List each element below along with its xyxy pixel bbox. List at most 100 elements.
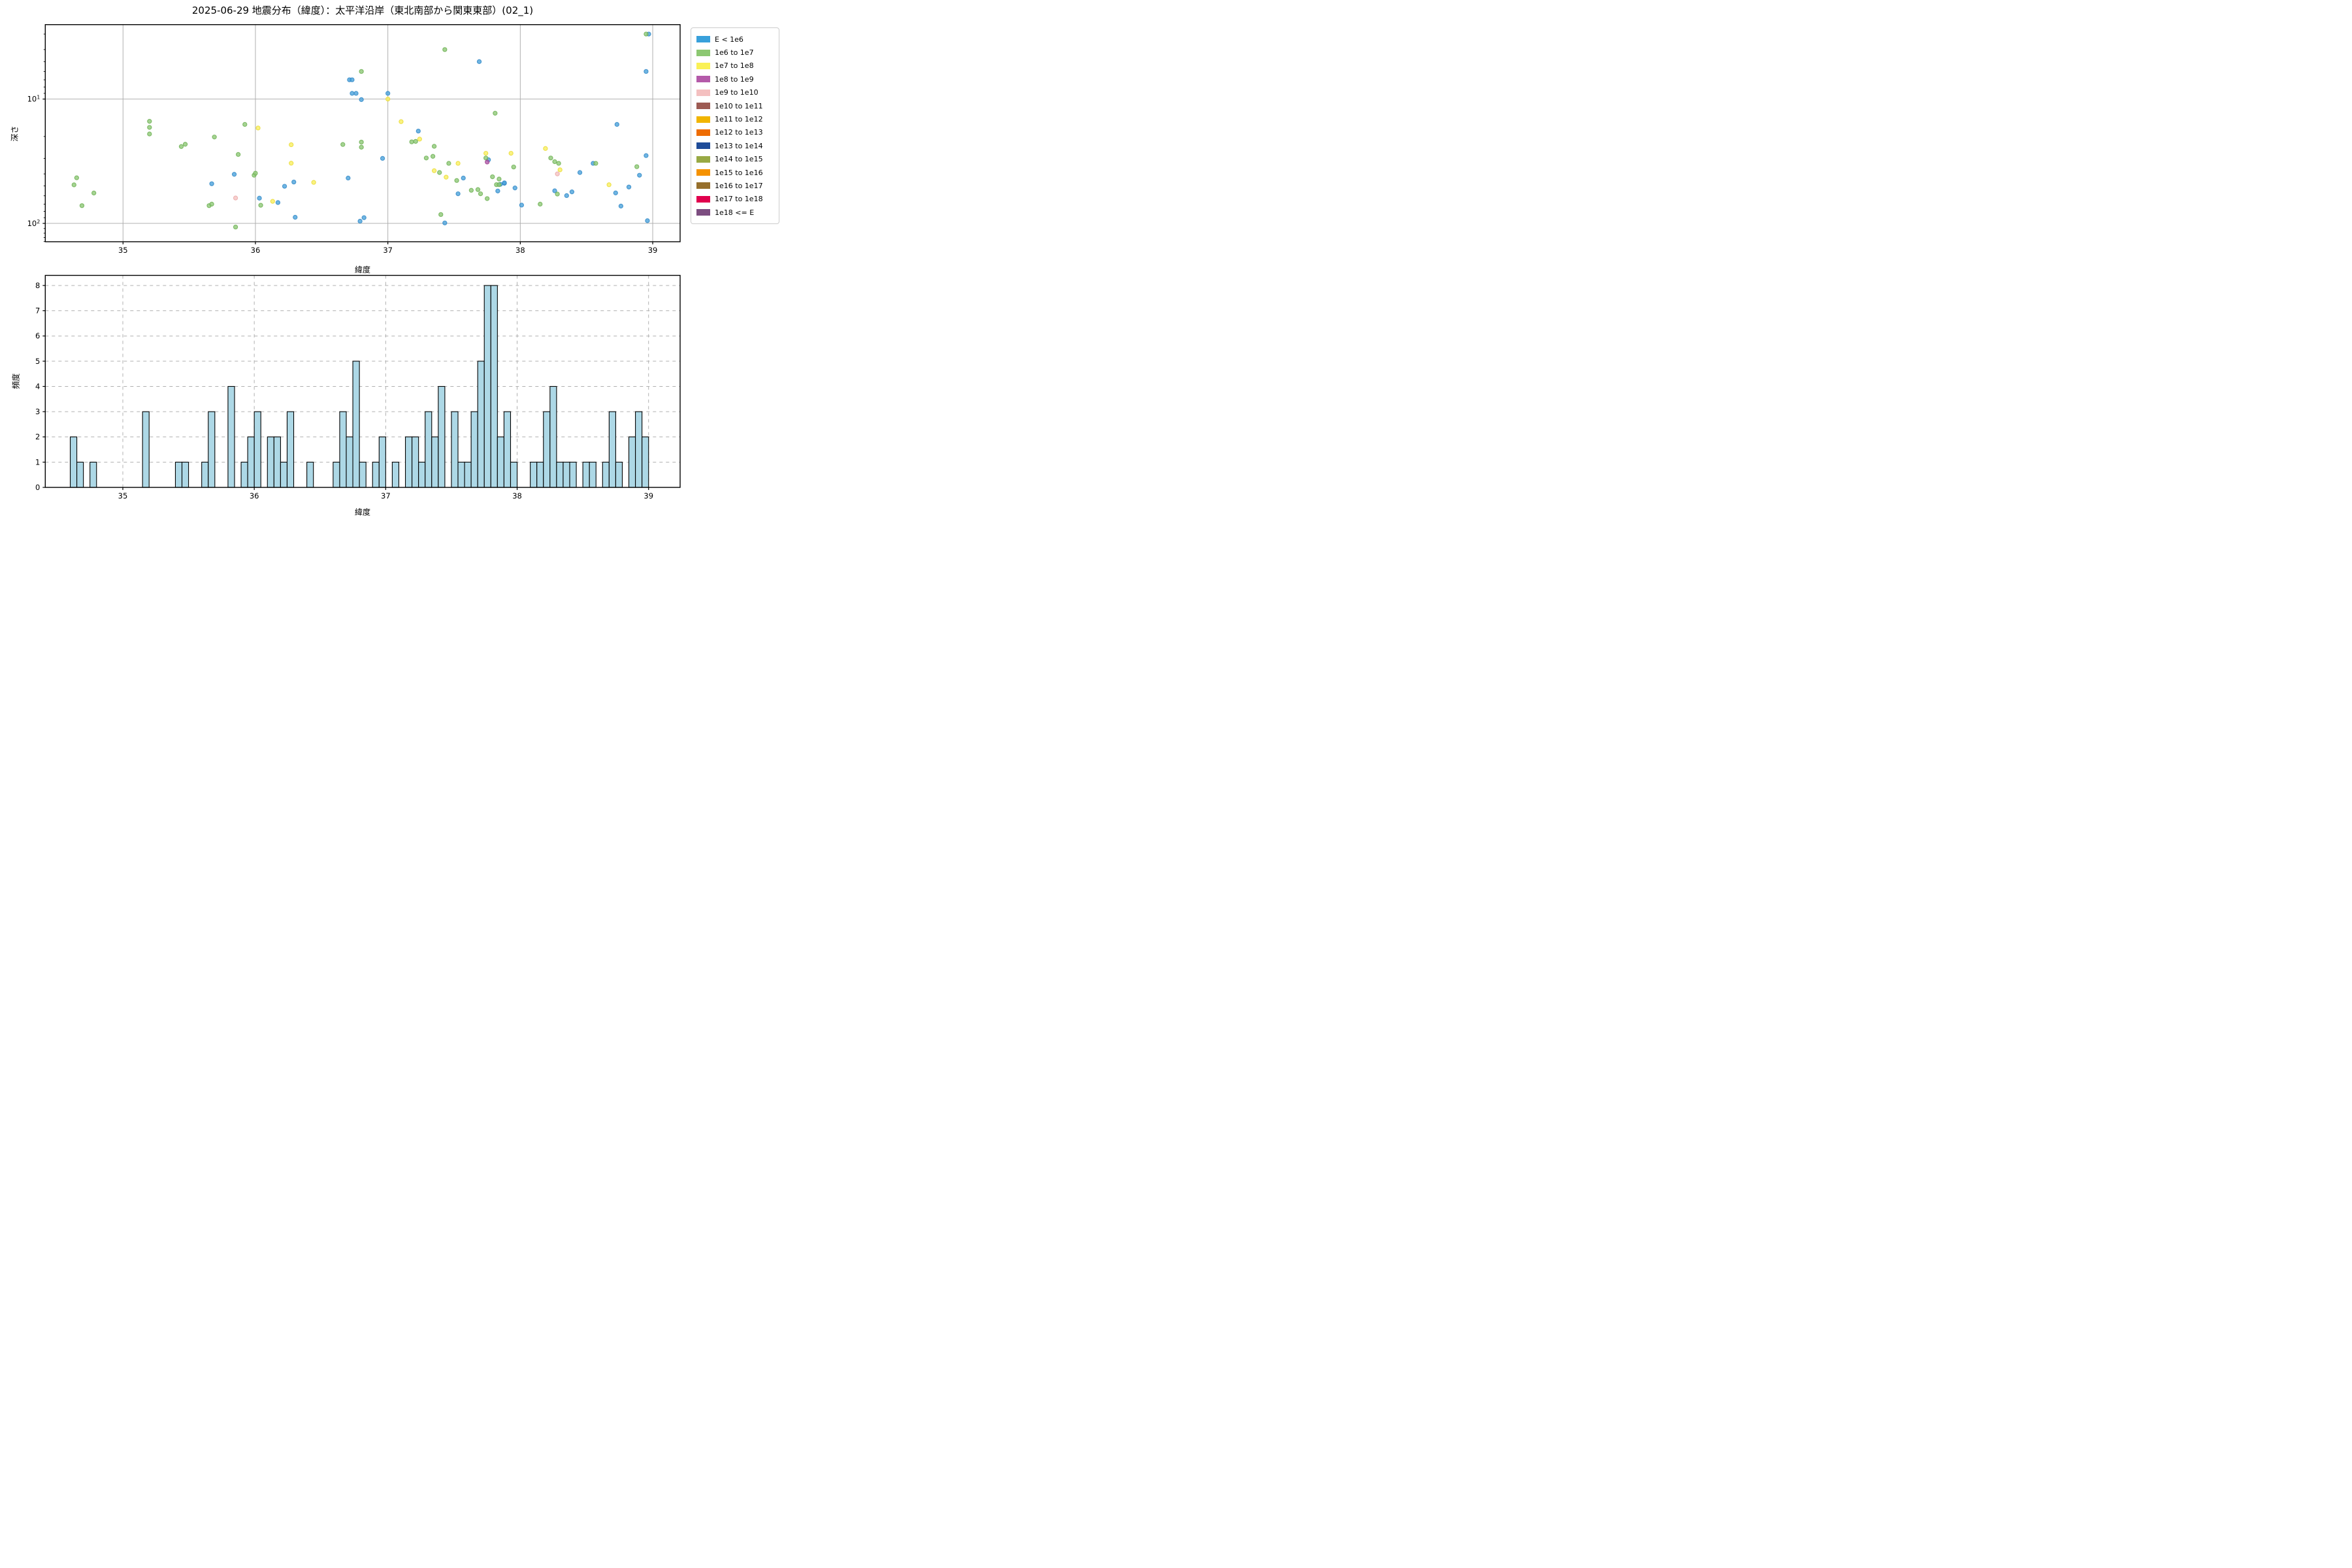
legend-label: 1e10 to 1e11 [715,101,763,110]
scatter-point [357,218,363,224]
scatter-point [209,201,214,207]
scatter-point [555,191,560,197]
scatter-point [555,171,560,176]
scatter-point [508,150,514,156]
bottom-y-tick-label: 2 [35,433,40,442]
scatter-point [495,188,500,193]
scatter-point [359,97,364,103]
scatter-point [417,137,422,142]
histogram-bar [378,436,386,488]
scatter-point [209,181,214,186]
scatter-point [353,91,359,96]
scatter-point [438,212,444,218]
histogram-bar [602,461,610,488]
legend-item-4: 1e8 to 1e9 [696,73,774,86]
top-y-tick-label: 102 [27,218,41,228]
scatter-point [423,155,429,161]
scatter-point [359,144,364,150]
histogram-bar [181,461,189,488]
scatter-point [644,31,649,37]
legend-label: 1e13 to 1e14 [715,141,763,150]
scatter-point [626,184,632,189]
histogram-bar [286,411,295,488]
scatter-point [289,161,294,166]
legend-swatch [696,62,710,69]
scatter-point [413,139,418,144]
histogram-bar [642,436,649,488]
histogram-bar [90,461,97,488]
scatter-point [613,190,618,195]
histogram-bar [477,361,485,488]
legend-swatch [696,209,710,216]
scatter-point [233,224,238,230]
scatter-point [182,142,188,147]
legend-swatch [696,155,710,163]
scatter-point [431,144,437,149]
figure-title: 2025-06-29 地震分布（緯度）：太平洋沿岸（東北南部から関東東部）(02… [191,5,534,16]
legend-label: 1e15 to 1e16 [715,168,763,177]
legend-label: E < 1e6 [715,35,743,44]
scatter-point [502,180,507,186]
scatter-point [437,170,442,175]
scatter-point [593,161,598,166]
histogram-bar [510,461,518,488]
scatter-point [147,119,152,124]
scatter-point [178,144,184,149]
histogram-bar [615,461,623,488]
scatter-point [569,189,575,195]
earthquake-figure: 35 36 37 38 39 101 102 35 36 37 38 39 0 1 2 3 4 5 6 7 8 2025… [0,0,784,523]
scatter-point [275,200,281,205]
histogram-bar [76,461,84,488]
histogram-bar [273,436,281,488]
histogram-bar [490,285,498,488]
bottom-x-tick-label: 37 [381,491,391,500]
scatter-point [497,176,502,182]
scatter-point [556,161,561,166]
bottom-x-tick-label: 36 [250,491,259,500]
scatter-point [454,178,459,183]
scatter-point [442,220,448,225]
scatter-point [291,179,297,185]
histogram-bar [608,411,616,488]
histogram-bar [431,436,439,488]
scatter-point [359,139,364,145]
scatter-point [444,174,449,180]
legend-swatch [696,182,710,189]
scatter-point [416,128,421,134]
scatter-point [350,77,355,82]
histogram-bar [227,385,235,488]
scatter-point [606,182,612,188]
bottom-x-axis-label: 緯度 [354,508,370,517]
histogram-bar [635,411,643,488]
scatter-point [548,155,553,161]
histogram-bar [352,361,360,488]
scatter-point [74,175,79,180]
top-x-axis-label: 緯度 [354,265,370,274]
histogram-bar [412,436,419,488]
scatter-point [359,69,364,74]
scatter-point [233,195,238,201]
histogram-bar [174,461,183,488]
scatter-point [350,91,355,96]
scatter-point [644,153,649,158]
legend-swatch [696,36,710,43]
scatter-point [475,187,481,192]
histogram-bar [556,461,564,488]
scatter-point [577,170,583,175]
legend-label: 1e18 <= E [715,208,755,217]
histogram-bar [267,436,274,488]
top-y-axis-label: 深さ [10,125,20,142]
bottom-y-tick-label: 6 [35,331,40,340]
histogram-bar [201,461,209,488]
legend-label: 1e11 to 1e12 [715,115,763,124]
legend-label: 1e17 to 1e18 [715,195,763,204]
scatter-point [399,119,404,124]
histogram-bar [569,461,577,488]
bottom-y-tick-label: 7 [35,306,40,316]
scatter-point [293,214,298,220]
top-x-tick-label: 35 [118,246,128,255]
legend-item-11: 1e15 to 1e16 [696,166,774,179]
bottom-x-tick-label: 38 [512,491,522,500]
histogram-bar [240,461,248,488]
legend-label: 1e16 to 1e17 [715,181,763,190]
